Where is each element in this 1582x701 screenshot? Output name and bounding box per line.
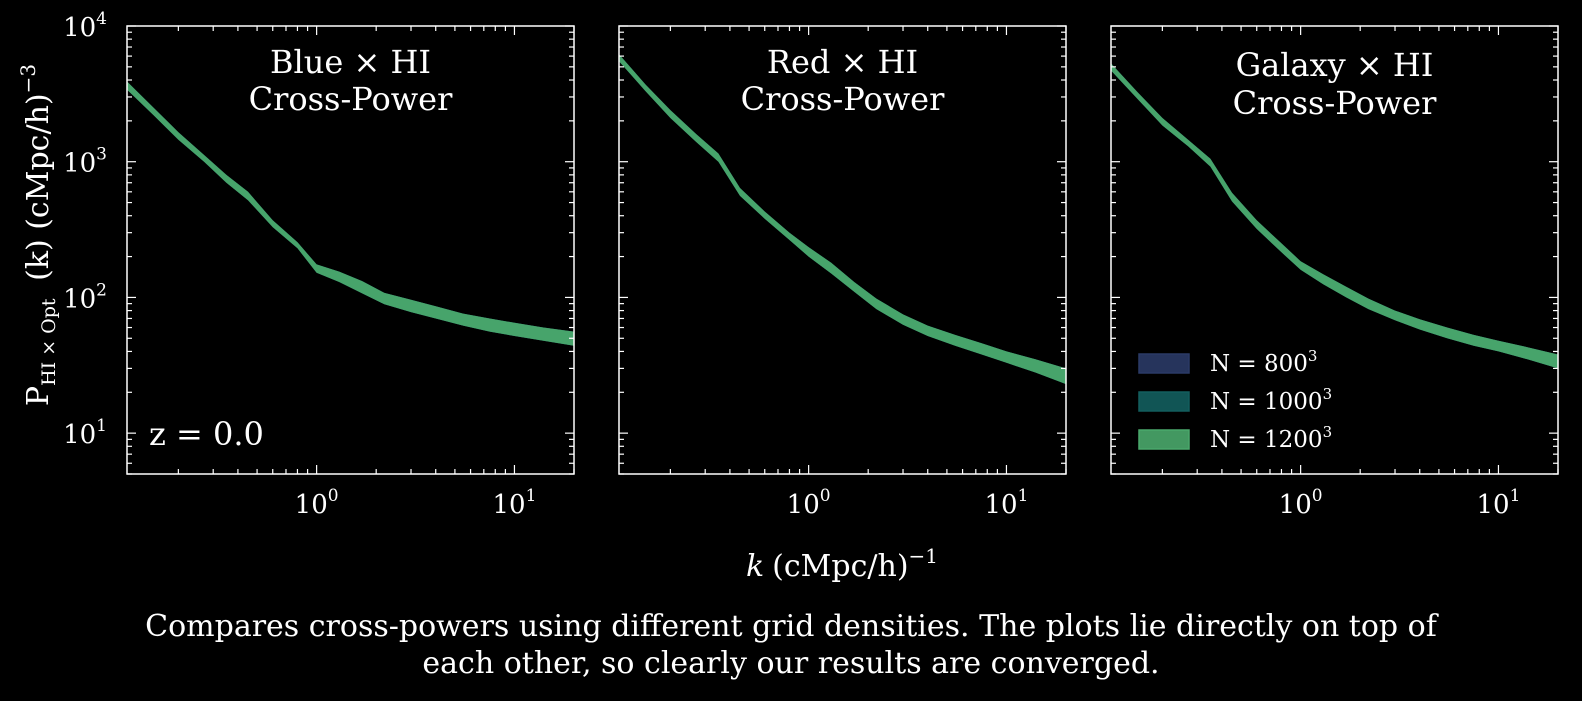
plot-frame [618,25,1067,475]
y-tick-label: 102 [63,280,107,314]
legend-swatch [1138,353,1190,374]
plot-frame [1110,25,1559,475]
legend-label: N = 12003 [1210,423,1332,453]
x-tick-label: 101 [492,486,536,520]
plot-frame [126,25,575,475]
y-tick-label: 104 [63,9,107,43]
y-axis-label: PHI × Opt (k) (cMpc/h)−3 [16,64,60,406]
x-tick-label: 100 [787,486,831,520]
band-2 [127,81,574,346]
x-tick-label: 101 [984,486,1028,520]
band-1 [127,81,574,346]
x-axis-label: k (cMpc/h)−1 [746,544,938,584]
panel-title: Blue × HI [270,43,431,81]
legend-label: N = 10003 [1210,385,1332,415]
panel-subtitle: Cross-Power [741,80,946,118]
y-tick-label: 103 [63,145,107,179]
panel-subtitle: Cross-Power [249,80,454,118]
caption-line-1: Compares cross-powers using different gr… [145,609,1437,644]
legend: N = 8003 N = 10003 N = 12003 [1138,347,1332,453]
x-tick-label: 100 [295,486,339,520]
legend-label: N = 8003 [1210,347,1317,377]
panel-subtitle: Cross-Power [1233,84,1438,122]
band-3 [127,81,574,346]
legend-swatch [1138,391,1190,412]
panel-title: Red × HI [767,43,918,81]
legend-swatch [1138,429,1190,450]
y-tick-label: 101 [63,416,107,450]
x-tick-label: 101 [1476,486,1520,520]
caption-line-2: each other, so clearly our results are c… [422,646,1160,681]
redshift-label: z = 0.0 [149,415,264,453]
x-tick-label: 100 [1279,486,1323,520]
panel-title: Galaxy × HI [1236,46,1434,84]
figure-caption: Compares cross-powers using different gr… [0,608,1582,682]
